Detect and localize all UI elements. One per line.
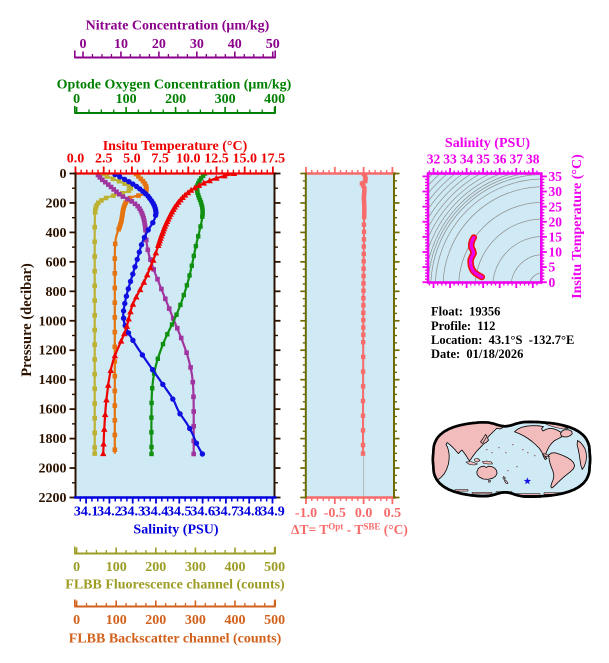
svg-text:15.0: 15.0 [232, 152, 257, 167]
svg-text:400: 400 [225, 613, 246, 628]
svg-text:Insitu Temperature (°C): Insitu Temperature (°C) [570, 154, 585, 299]
svg-text:34.3: 34.3 [120, 505, 145, 520]
svg-text:500: 500 [264, 560, 285, 575]
svg-text:10: 10 [549, 245, 563, 260]
svg-text:Date: 01/18/2026: Date: 01/18/2026 [431, 347, 523, 361]
svg-text:Location: 43.1°S -132.7°E: Location: 43.1°S -132.7°E [431, 333, 574, 347]
svg-text:300: 300 [185, 560, 206, 575]
svg-text:100: 100 [116, 92, 137, 107]
svg-text:0: 0 [60, 167, 67, 182]
svg-text:600: 600 [46, 255, 67, 270]
svg-text:Insitu Temperature (°C): Insitu Temperature (°C) [103, 139, 248, 154]
svg-text:0: 0 [73, 613, 80, 628]
svg-text:-1.0: -1.0 [295, 506, 317, 521]
svg-text:7.5: 7.5 [151, 152, 169, 167]
svg-text:-0.5: -0.5 [324, 506, 346, 521]
svg-text:35: 35 [549, 169, 563, 184]
svg-text:1400: 1400 [39, 373, 67, 388]
svg-text:Pressure (decibar): Pressure (decibar) [19, 263, 35, 377]
svg-text:0.0: 0.0 [67, 152, 85, 167]
svg-text:2000: 2000 [39, 462, 67, 477]
svg-text:36: 36 [493, 152, 507, 167]
svg-text:Salinity (PSU): Salinity (PSU) [133, 523, 219, 538]
svg-text:34.8: 34.8 [237, 505, 262, 520]
svg-text:34.4: 34.4 [144, 505, 169, 520]
svg-text:32: 32 [427, 152, 441, 167]
svg-text:0: 0 [549, 275, 556, 290]
svg-text:Nitrate Concentration (μm/kg): Nitrate Concentration (μm/kg) [86, 19, 270, 34]
svg-text:34.5: 34.5 [167, 505, 192, 520]
svg-text:10.0: 10.0 [176, 152, 201, 167]
svg-text:800: 800 [46, 285, 67, 300]
svg-text:1800: 1800 [39, 432, 67, 447]
svg-text:34.2: 34.2 [97, 505, 122, 520]
svg-text:100: 100 [106, 560, 127, 575]
svg-text:ΔT= TOpt - TSBE (°C): ΔT= TOpt - TSBE (°C) [291, 522, 408, 538]
svg-text:12.5: 12.5 [204, 152, 229, 167]
svg-text:38: 38 [526, 152, 540, 167]
svg-text:200: 200 [145, 613, 166, 628]
svg-text:2.5: 2.5 [95, 152, 113, 167]
svg-text:400: 400 [46, 226, 67, 241]
svg-text:34: 34 [460, 152, 474, 167]
svg-text:300: 300 [185, 613, 206, 628]
svg-text:33: 33 [443, 152, 457, 167]
svg-text:30: 30 [549, 184, 563, 199]
svg-text:0: 0 [73, 560, 80, 575]
svg-text:500: 500 [264, 613, 285, 628]
svg-text:2200: 2200 [39, 491, 67, 506]
svg-text:0.0: 0.0 [355, 506, 373, 521]
svg-text:400: 400 [225, 560, 246, 575]
svg-text:20: 20 [549, 214, 563, 229]
svg-text:34.1: 34.1 [74, 505, 99, 520]
svg-text:20: 20 [152, 37, 166, 52]
svg-text:1200: 1200 [39, 344, 67, 359]
svg-text:100: 100 [106, 613, 127, 628]
svg-text:10: 10 [114, 37, 128, 52]
svg-text:34.6: 34.6 [190, 505, 215, 520]
svg-text:0: 0 [73, 92, 80, 107]
svg-text:400: 400 [264, 92, 285, 107]
svg-text:17.5: 17.5 [261, 152, 286, 167]
svg-text:FLBB Fluorescence channel (cou: FLBB Fluorescence channel (counts) [65, 578, 285, 593]
svg-text:200: 200 [145, 560, 166, 575]
svg-text:30: 30 [190, 37, 204, 52]
svg-text:1600: 1600 [39, 403, 67, 418]
svg-text:37: 37 [510, 152, 524, 167]
svg-text:300: 300 [215, 92, 236, 107]
svg-text:50: 50 [266, 37, 280, 52]
svg-text:35: 35 [476, 152, 490, 167]
svg-text:25: 25 [549, 199, 563, 214]
svg-text:Profile: 112: Profile: 112 [431, 319, 495, 333]
svg-text:0: 0 [80, 37, 87, 52]
svg-text:34.7: 34.7 [214, 505, 239, 520]
svg-text:Salinity (PSU): Salinity (PSU) [445, 136, 531, 151]
svg-text:Optode Oxygen Concentration (μ: Optode Oxygen Concentration (μm/kg) [57, 78, 292, 93]
svg-text:1000: 1000 [39, 314, 67, 329]
svg-text:Float: 19356: Float: 19356 [431, 305, 500, 319]
svg-text:5: 5 [549, 260, 556, 275]
svg-text:5.0: 5.0 [123, 152, 141, 167]
svg-text:40: 40 [228, 37, 242, 52]
svg-text:15: 15 [549, 229, 563, 244]
svg-text:FLBB Backscatter channel (coun: FLBB Backscatter channel (counts) [69, 632, 282, 647]
svg-text:200: 200 [46, 196, 67, 211]
svg-text:34.9: 34.9 [260, 505, 285, 520]
svg-text:0.5: 0.5 [384, 506, 402, 521]
svg-text:200: 200 [165, 92, 186, 107]
